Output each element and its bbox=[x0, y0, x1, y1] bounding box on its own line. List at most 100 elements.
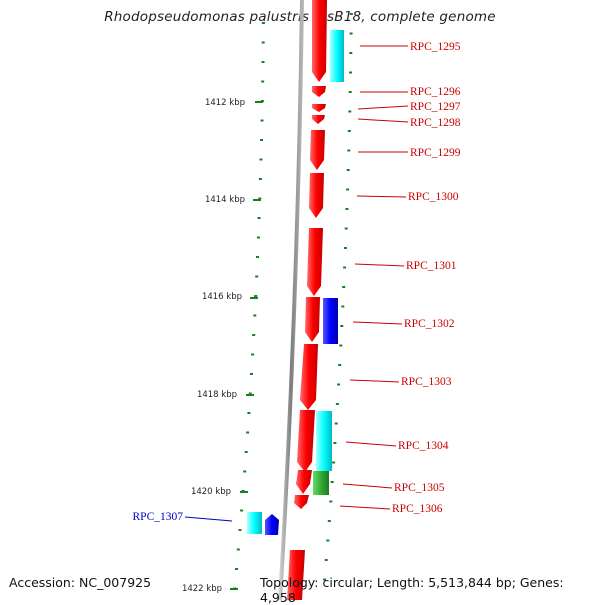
inner-tick-dot bbox=[235, 568, 238, 570]
inner-tick-dot bbox=[244, 451, 248, 453]
outer-tick-dot bbox=[349, 52, 353, 54]
gene-label[interactable]: RPC_1307 bbox=[133, 511, 184, 523]
kbp-tick-label: 1418 kbp bbox=[197, 390, 237, 400]
cds-rpc-1303[interactable] bbox=[300, 344, 318, 410]
inner-tick-dot bbox=[248, 392, 252, 395]
inner-tick-dot bbox=[236, 548, 240, 551]
cds-rpc-1308[interactable] bbox=[287, 550, 305, 600]
gene-label[interactable]: RPC_1303 bbox=[401, 376, 452, 388]
gene-label[interactable]: RPC_1305 bbox=[394, 482, 445, 494]
inner-tick-dot bbox=[243, 470, 247, 473]
outer-tick-dot bbox=[343, 266, 347, 269]
outer-tick-dot bbox=[347, 149, 351, 152]
inner-tick-dot bbox=[259, 158, 263, 161]
outer-tick-dot bbox=[327, 520, 331, 522]
feature-rpc-1307-cyan[interactable] bbox=[247, 512, 262, 534]
leader-rpc-1303 bbox=[349, 379, 400, 383]
label-leaders bbox=[184, 45, 409, 522]
outer-tick-dot bbox=[329, 500, 333, 503]
feature-rpc-1305[interactable] bbox=[313, 471, 329, 495]
gene-label[interactable]: RPC_1301 bbox=[406, 260, 457, 272]
inner-tick-dot bbox=[261, 41, 265, 44]
cds-rpc-1301[interactable] bbox=[307, 228, 323, 296]
outer-tick-dot bbox=[345, 208, 349, 210]
inner-tick-dot bbox=[258, 178, 262, 180]
outer-tick-dot bbox=[346, 169, 350, 171]
outer-tick-dot bbox=[349, 32, 353, 35]
feature-rpc-1302[interactable] bbox=[323, 298, 338, 344]
cds-rpc-1306[interactable] bbox=[294, 495, 309, 509]
gene-label[interactable]: RPC_1298 bbox=[410, 117, 461, 129]
outer-tick-dot bbox=[333, 442, 337, 444]
inner-tick-dot bbox=[249, 373, 253, 375]
inner-tick-dot bbox=[247, 412, 251, 414]
kbp-tick-label: 1422 kbp bbox=[182, 584, 222, 594]
kbp-tick-label: 1412 kbp bbox=[205, 98, 245, 108]
inner-tick-dot bbox=[253, 314, 257, 317]
outer-tick-dot bbox=[341, 305, 345, 308]
outer-tick-dot bbox=[348, 91, 352, 93]
leader-rpc-1301 bbox=[354, 263, 405, 267]
cds-rpc-1298[interactable] bbox=[312, 115, 325, 124]
gene-label[interactable]: RPC_1306 bbox=[392, 503, 443, 515]
outer-tick-dot bbox=[324, 559, 328, 561]
feature-rpc-1304[interactable] bbox=[316, 411, 332, 471]
feature-track bbox=[247, 30, 344, 535]
cds-rpc-1300[interactable] bbox=[309, 173, 324, 218]
outer-tick-dot bbox=[339, 344, 343, 347]
inner-tick-dot bbox=[261, 22, 265, 24]
outer-tick-dot bbox=[349, 71, 352, 74]
inner-tick-dot bbox=[256, 256, 259, 258]
leader-rpc-1304 bbox=[345, 441, 397, 447]
cds-rpc-1296[interactable] bbox=[312, 86, 326, 97]
inner-tick-dot bbox=[261, 61, 265, 63]
gene-label[interactable]: RPC_1295 bbox=[410, 41, 461, 53]
outer-tick-dot bbox=[343, 247, 347, 249]
cds-rpc-1295[interactable] bbox=[312, 0, 327, 82]
kbp-scale: 1412 kbp 1414 kbp 1416 kbp 1418 kbp 1420… bbox=[182, 98, 263, 594]
outer-tick-dot bbox=[348, 110, 352, 113]
leader-rpc-1305 bbox=[342, 483, 393, 489]
outer-tick-dot bbox=[335, 403, 339, 405]
inner-tick-dot bbox=[260, 139, 263, 141]
leader-rpc-1307 bbox=[184, 516, 233, 522]
leader-rpc-1297 bbox=[357, 105, 409, 110]
feature-rpc-1295[interactable] bbox=[330, 30, 344, 82]
outer-tick-dot bbox=[340, 325, 344, 327]
outer-tick-dot bbox=[346, 188, 350, 191]
inner-tick-dot bbox=[240, 509, 244, 512]
cds-rpc-1297[interactable] bbox=[312, 104, 326, 112]
inner-tick-dot bbox=[256, 236, 260, 239]
leader-rpc-1298 bbox=[357, 118, 409, 123]
cds-rpc-1304[interactable] bbox=[297, 410, 315, 472]
inner-tick-dot bbox=[254, 295, 258, 297]
gene-label[interactable]: RPC_1300 bbox=[408, 191, 459, 203]
feature-rpc-1307-blue[interactable] bbox=[265, 514, 279, 535]
genome-backbone bbox=[278, 0, 304, 600]
cds-rpc-1305[interactable] bbox=[296, 470, 312, 494]
gene-label[interactable]: RPC_1297 bbox=[410, 101, 461, 113]
outer-tick-dot bbox=[338, 364, 342, 366]
cds-rpc-1299[interactable] bbox=[310, 130, 325, 170]
kbp-tick-label: 1414 kbp bbox=[205, 195, 245, 205]
gene-label[interactable]: RPC_1296 bbox=[410, 86, 461, 98]
cds-track bbox=[287, 0, 327, 600]
cds-rpc-1302[interactable] bbox=[305, 297, 320, 342]
outer-tick-dot bbox=[349, 13, 353, 15]
outer-tick-dot bbox=[337, 383, 341, 386]
outer-tick-dot bbox=[323, 578, 327, 581]
outer-tick-dot bbox=[342, 286, 346, 288]
inner-tick-dot bbox=[260, 119, 264, 122]
kbp-tick-label: 1416 kbp bbox=[202, 292, 242, 302]
inner-tick-dot bbox=[261, 80, 265, 83]
gene-label[interactable]: RPC_1299 bbox=[410, 147, 461, 159]
gene-label[interactable]: RPC_1304 bbox=[398, 440, 449, 452]
outer-tick-dot bbox=[344, 227, 348, 230]
gene-label[interactable]: RPC_1302 bbox=[404, 318, 455, 330]
leader-rpc-1302 bbox=[352, 321, 403, 325]
genome-summary-text: Topology: circular; Length: 5,513,844 bp… bbox=[260, 575, 564, 605]
outer-tick-dot bbox=[330, 481, 334, 483]
gene-labels: RPC_1295 RPC_1296 RPC_1297 RPC_1298 RPC_… bbox=[133, 41, 461, 523]
outer-tick-dot bbox=[326, 539, 330, 542]
